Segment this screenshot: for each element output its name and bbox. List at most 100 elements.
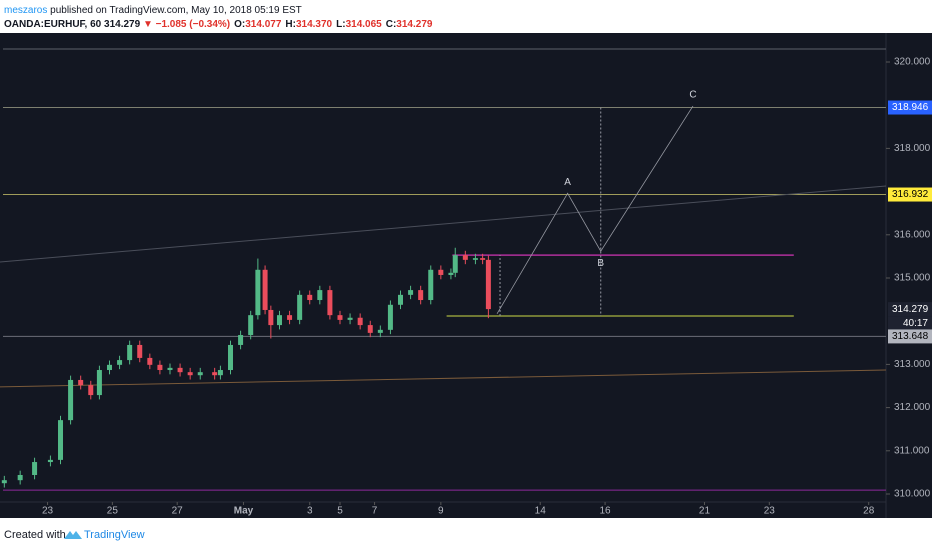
ohlc-value: 314.077 bbox=[245, 19, 282, 30]
x-tick-label: May bbox=[234, 506, 254, 517]
y-tick-label: 313.000 bbox=[894, 359, 931, 370]
ohlc-key: H: bbox=[285, 19, 296, 30]
candle-body bbox=[32, 462, 38, 475]
price-badge-label: 316.932 bbox=[892, 189, 929, 200]
candle-body bbox=[137, 344, 143, 358]
candle-body bbox=[212, 372, 218, 376]
candle-body bbox=[177, 367, 183, 373]
ohlc-value: 314.065 bbox=[346, 19, 383, 30]
pattern-label: B bbox=[597, 258, 604, 269]
candle-body bbox=[238, 335, 244, 345]
x-tick-label: 27 bbox=[172, 506, 184, 517]
ohlc-key: O: bbox=[234, 19, 245, 30]
candle-body bbox=[408, 290, 414, 295]
candle-body bbox=[217, 370, 223, 376]
candle-body bbox=[418, 290, 424, 301]
ohlc-key: C: bbox=[386, 19, 397, 30]
ohlc-value: 314.279 bbox=[396, 19, 433, 30]
candle-body bbox=[377, 329, 383, 333]
countdown: 40:17 bbox=[903, 318, 928, 329]
x-tick-label: 9 bbox=[438, 506, 444, 517]
candle-body bbox=[197, 372, 203, 376]
price-badge bbox=[888, 100, 932, 115]
candle-body bbox=[262, 269, 268, 310]
candle-body bbox=[106, 364, 112, 371]
candle-body bbox=[58, 420, 64, 460]
price-badge bbox=[888, 187, 932, 202]
candle-body bbox=[127, 344, 133, 361]
ohlc-key: L: bbox=[336, 19, 345, 30]
y-tick-label: 312.000 bbox=[894, 402, 931, 413]
x-tick-label: 5 bbox=[337, 506, 343, 517]
x-tick-label: 7 bbox=[372, 506, 378, 517]
candle-body bbox=[337, 315, 343, 320]
candle-body bbox=[167, 367, 173, 371]
candle-body bbox=[398, 294, 404, 305]
candle-body bbox=[157, 364, 163, 371]
candle-body bbox=[96, 370, 102, 396]
last-price: 314.279 bbox=[104, 19, 141, 30]
x-tick-label: 23 bbox=[42, 506, 54, 517]
header-bg bbox=[0, 0, 932, 33]
x-tick-label: 16 bbox=[600, 506, 612, 517]
candle-body bbox=[347, 317, 353, 320]
pattern-label: A bbox=[564, 177, 571, 188]
candle-body bbox=[147, 357, 153, 365]
x-tick-label: 25 bbox=[107, 506, 119, 517]
candle-body bbox=[47, 459, 53, 463]
change: ▼ −1.085 (−0.34%) bbox=[143, 19, 230, 30]
y-tick-label: 318.000 bbox=[894, 143, 931, 154]
candle-body bbox=[452, 255, 458, 273]
candle-body bbox=[187, 372, 193, 376]
y-tick-label: 310.000 bbox=[894, 489, 931, 500]
candle-body bbox=[317, 290, 323, 301]
candle-body bbox=[287, 315, 293, 320]
y-tick-label: 320.000 bbox=[894, 57, 931, 68]
x-tick-label: 21 bbox=[699, 506, 711, 517]
candle-body bbox=[428, 269, 434, 301]
published: published on TradingView.com, May 10, 20… bbox=[47, 5, 301, 16]
candle-body bbox=[472, 258, 478, 260]
price-badge bbox=[888, 329, 932, 344]
header-line-2: OANDA:EURHUF, 60 314.279 ▼ −1.085 (−0.34… bbox=[4, 19, 433, 30]
x-tick-label: 23 bbox=[764, 506, 776, 517]
tv-logo bbox=[64, 531, 82, 539]
candle-body bbox=[297, 294, 303, 320]
price-badge-label: 318.946 bbox=[892, 102, 929, 113]
y-tick-label: 316.000 bbox=[894, 229, 931, 240]
candle-body bbox=[68, 379, 74, 421]
candle-body bbox=[485, 259, 491, 310]
candle-body bbox=[248, 315, 254, 336]
candle-body bbox=[117, 360, 123, 365]
candle-body bbox=[276, 315, 282, 326]
candle-body bbox=[88, 385, 94, 396]
pattern-line bbox=[496, 105, 694, 315]
price-badge-label: 314.279 bbox=[892, 304, 929, 315]
candle-body bbox=[78, 379, 84, 386]
x-tick-label: 14 bbox=[535, 506, 547, 517]
trendline bbox=[0, 185, 887, 263]
candle-body bbox=[438, 269, 444, 275]
countdown-bg bbox=[888, 316, 932, 330]
footer-brand[interactable]: TradingView bbox=[84, 529, 145, 541]
candle-body bbox=[480, 258, 486, 260]
candle-body bbox=[462, 255, 468, 260]
footer-created: Created with bbox=[4, 529, 66, 541]
trendline bbox=[0, 369, 887, 388]
candle-body bbox=[357, 317, 363, 326]
pattern-label: C bbox=[689, 90, 696, 101]
x-tick-label: 3 bbox=[307, 506, 313, 517]
candle-body bbox=[17, 474, 23, 481]
candle-body bbox=[448, 272, 454, 275]
candle-body bbox=[1, 480, 7, 484]
candle-body bbox=[268, 309, 274, 326]
candle-body bbox=[307, 294, 313, 301]
y-tick-label: 311.000 bbox=[894, 445, 930, 456]
price-badge-label: 313.648 bbox=[892, 331, 929, 342]
chart-bg bbox=[0, 33, 932, 518]
footer-bg bbox=[0, 518, 932, 550]
candle-body bbox=[228, 344, 234, 371]
author[interactable]: meszaros bbox=[4, 5, 47, 16]
candle-body bbox=[255, 269, 261, 316]
